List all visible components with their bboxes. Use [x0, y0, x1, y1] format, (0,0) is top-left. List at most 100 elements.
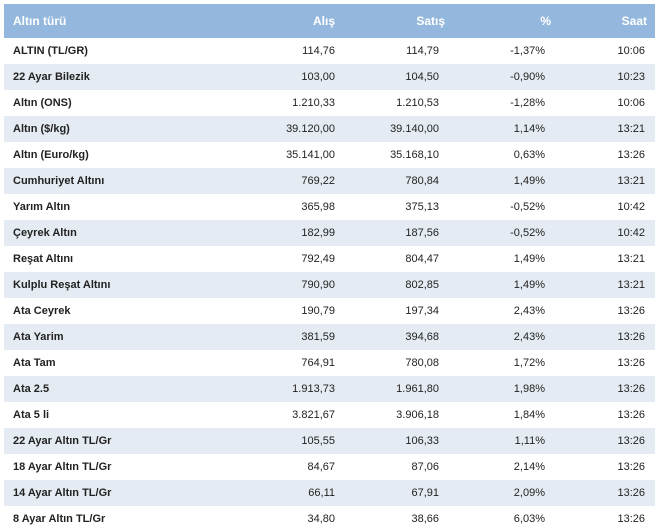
cell-time: 10:06: [559, 38, 655, 64]
table-row[interactable]: Kulplu Reşat Altını 790,90 802,85 1,49% 13:2…: [4, 272, 655, 298]
cell-sell-price: 39.140,00: [343, 116, 453, 142]
cell-time: 10:06: [559, 90, 655, 116]
cell-buy-price: 1.210,33: [209, 90, 343, 116]
cell-gold-type: Altın ($/kg): [4, 116, 209, 142]
cell-sell-price: 780,84: [343, 168, 453, 194]
table-row[interactable]: Altın ($/kg) 39.120,00 39.140,00 1,14% 13:21: [4, 116, 655, 142]
cell-buy-price: 105,55: [209, 428, 343, 454]
cell-time: 13:26: [559, 480, 655, 506]
table-row[interactable]: Yarım Altın 365,98 375,13 -0,52% 10:42: [4, 194, 655, 220]
cell-buy-price: 3.821,67: [209, 402, 343, 428]
cell-sell-price: 67,91: [343, 480, 453, 506]
table-row[interactable]: Altın (ONS) 1.210,33 1.210,53 -1,28% 10:06: [4, 90, 655, 116]
cell-gold-type: Altın (ONS): [4, 90, 209, 116]
cell-gold-type: Reşat Altını: [4, 246, 209, 272]
cell-buy-price: 66,11: [209, 480, 343, 506]
cell-gold-type: Ata Tam: [4, 350, 209, 376]
cell-buy-price: 764,91: [209, 350, 343, 376]
cell-gold-type: Kulplu Reşat Altını: [4, 272, 209, 298]
table-row[interactable]: Ata Ceyrek 190,79 197,34 2,43% 13:26: [4, 298, 655, 324]
cell-buy-price: 114,76: [209, 38, 343, 64]
cell-time: 13:26: [559, 350, 655, 376]
table-row[interactable]: 22 Ayar Bilezik 103,00 104,50 -0,90% 10:23: [4, 64, 655, 90]
cell-change-percent: 1,98%: [453, 376, 559, 402]
table-row[interactable]: Ata 2.5 1.913,73 1.961,80 1,98% 13:26: [4, 376, 655, 402]
cell-change-percent: 0,63%: [453, 142, 559, 168]
cell-time: 10:42: [559, 220, 655, 246]
table-row[interactable]: 22 Ayar Altın TL/Gr 105,55 106,33 1,11% 13:2…: [4, 428, 655, 454]
table-row[interactable]: 8 Ayar Altın TL/Gr 34,80 38,66 6,03% 13:26: [4, 506, 655, 532]
cell-time: 10:23: [559, 64, 655, 90]
cell-change-percent: -0,90%: [453, 64, 559, 90]
table-row[interactable]: Reşat Altını 792,49 804,47 1,49% 13:21: [4, 246, 655, 272]
cell-time: 13:26: [559, 298, 655, 324]
cell-gold-type: 14 Ayar Altın TL/Gr: [4, 480, 209, 506]
cell-change-percent: 1,49%: [453, 272, 559, 298]
cell-sell-price: 114,79: [343, 38, 453, 64]
table-row[interactable]: ALTIN (TL/GR) 114,76 114,79 -1,37% 10:06: [4, 38, 655, 64]
cell-sell-price: 1.210,53: [343, 90, 453, 116]
cell-gold-type: 8 Ayar Altın TL/Gr: [4, 506, 209, 532]
cell-change-percent: -1,28%: [453, 90, 559, 116]
cell-time: 13:26: [559, 142, 655, 168]
cell-time: 13:21: [559, 272, 655, 298]
cell-time: 13:26: [559, 324, 655, 350]
cell-time: 13:26: [559, 506, 655, 532]
cell-change-percent: 2,09%: [453, 480, 559, 506]
cell-buy-price: 792,49: [209, 246, 343, 272]
cell-gold-type: 22 Ayar Altın TL/Gr: [4, 428, 209, 454]
column-header-time[interactable]: Saat: [559, 4, 655, 38]
cell-change-percent: 6,03%: [453, 506, 559, 532]
table-row[interactable]: 14 Ayar Altın TL/Gr 66,11 67,91 2,09% 13:26: [4, 480, 655, 506]
table-row[interactable]: Ata 5 li 3.821,67 3.906,18 1,84% 13:26: [4, 402, 655, 428]
cell-buy-price: 39.120,00: [209, 116, 343, 142]
table-row[interactable]: Altın (Euro/kg) 35.141,00 35.168,10 0,63% 13…: [4, 142, 655, 168]
cell-change-percent: 1,11%: [453, 428, 559, 454]
column-header-buy[interactable]: Alış: [209, 4, 343, 38]
cell-sell-price: 104,50: [343, 64, 453, 90]
table-header: Altın türü Alış Satış % Saat: [4, 4, 655, 38]
cell-time: 10:42: [559, 194, 655, 220]
cell-buy-price: 84,67: [209, 454, 343, 480]
cell-buy-price: 381,59: [209, 324, 343, 350]
cell-buy-price: 365,98: [209, 194, 343, 220]
cell-buy-price: 769,22: [209, 168, 343, 194]
table-row[interactable]: Çeyrek Altın 182,99 187,56 -0,52% 10:42: [4, 220, 655, 246]
cell-change-percent: 1,49%: [453, 246, 559, 272]
cell-buy-price: 1.913,73: [209, 376, 343, 402]
table-row[interactable]: Cumhuriyet Altını 769,22 780,84 1,49% 13:21: [4, 168, 655, 194]
column-header-change[interactable]: %: [453, 4, 559, 38]
table-row[interactable]: Ata Yarim 381,59 394,68 2,43% 13:26: [4, 324, 655, 350]
cell-sell-price: 106,33: [343, 428, 453, 454]
cell-change-percent: -0,52%: [453, 220, 559, 246]
gold-price-table: Altın türü Alış Satış % Saat ALTIN (TL/G…: [4, 4, 655, 532]
cell-time: 13:26: [559, 402, 655, 428]
cell-time: 13:21: [559, 168, 655, 194]
cell-time: 13:26: [559, 454, 655, 480]
cell-buy-price: 182,99: [209, 220, 343, 246]
table-row[interactable]: 18 Ayar Altın TL/Gr 84,67 87,06 2,14% 13:26: [4, 454, 655, 480]
cell-sell-price: 802,85: [343, 272, 453, 298]
cell-buy-price: 35.141,00: [209, 142, 343, 168]
cell-buy-price: 790,90: [209, 272, 343, 298]
table-row[interactable]: Ata Tam 764,91 780,08 1,72% 13:26: [4, 350, 655, 376]
cell-gold-type: Ata 2.5: [4, 376, 209, 402]
cell-gold-type: 22 Ayar Bilezik: [4, 64, 209, 90]
cell-gold-type: Ata Yarim: [4, 324, 209, 350]
cell-change-percent: 2,14%: [453, 454, 559, 480]
column-header-sell[interactable]: Satış: [343, 4, 453, 38]
header-row: Altın türü Alış Satış % Saat: [4, 4, 655, 38]
column-header-name[interactable]: Altın türü: [4, 4, 209, 38]
cell-buy-price: 190,79: [209, 298, 343, 324]
cell-gold-type: ALTIN (TL/GR): [4, 38, 209, 64]
cell-time: 13:26: [559, 376, 655, 402]
cell-time: 13:21: [559, 116, 655, 142]
cell-gold-type: Çeyrek Altın: [4, 220, 209, 246]
cell-sell-price: 804,47: [343, 246, 453, 272]
cell-time: 13:26: [559, 428, 655, 454]
cell-change-percent: 1,14%: [453, 116, 559, 142]
cell-gold-type: 18 Ayar Altın TL/Gr: [4, 454, 209, 480]
cell-sell-price: 197,34: [343, 298, 453, 324]
cell-gold-type: Ata Ceyrek: [4, 298, 209, 324]
cell-change-percent: 2,43%: [453, 324, 559, 350]
